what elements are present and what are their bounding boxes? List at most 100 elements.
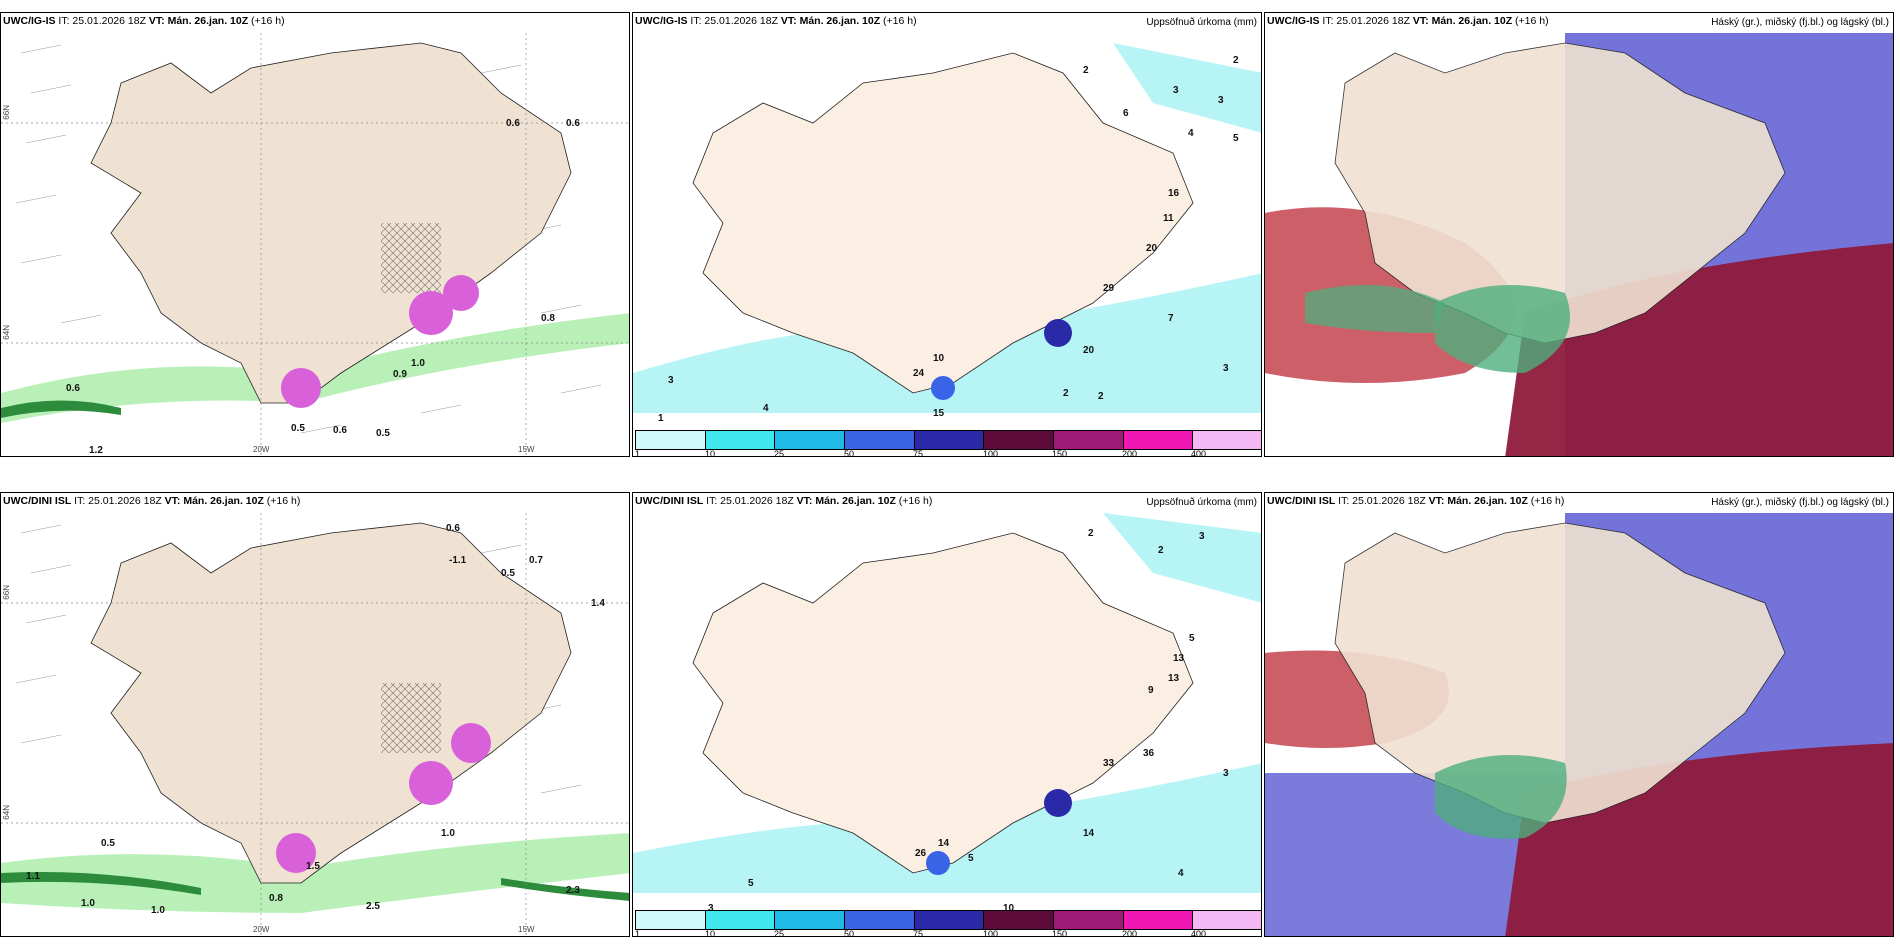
precip-cell xyxy=(443,275,479,311)
panel-subtitle: Uppsöfnuð úrkoma (mm) xyxy=(1146,497,1257,508)
precip-cell xyxy=(926,851,950,875)
legend-tick: 200 xyxy=(1122,449,1138,457)
value-label: 16 xyxy=(1168,188,1180,199)
value-label: 1.0 xyxy=(81,898,95,909)
green-band xyxy=(1,313,629,423)
cloud-area-mid xyxy=(1435,285,1570,373)
panel-precip-igis: UWC/IG-IS IT: 25.01.2026 18Z VT: Mán. 26… xyxy=(632,12,1262,457)
value-label: 0.5 xyxy=(101,838,115,849)
value-label: 0.5 xyxy=(291,423,305,434)
snow-hatch xyxy=(381,683,441,753)
map-wind-precip xyxy=(1,513,629,936)
value-label: 3 xyxy=(1218,95,1224,106)
legend-tick: 200 xyxy=(1122,929,1138,937)
value-label: 1.1 xyxy=(26,871,40,882)
precip-area xyxy=(1103,513,1261,603)
value-label: 7 xyxy=(1168,313,1174,324)
value-label: 2.5 xyxy=(366,901,380,912)
value-label: 26 xyxy=(915,848,927,859)
legend-swatch xyxy=(1123,431,1194,449)
legend-swatch xyxy=(845,911,915,929)
value-label: 0.6 xyxy=(446,523,460,534)
panel-clouds-igis: UWC/IG-IS IT: 25.01.2026 18Z VT: Mán. 26… xyxy=(1264,12,1894,457)
lat-label: 66N xyxy=(2,105,11,120)
panel-wind-precip-igis: UWC/IG-IS IT: 25.01.2026 18Z VT: Mán. 26… xyxy=(0,12,630,457)
value-label: 3 xyxy=(1223,363,1229,374)
value-label: 5 xyxy=(748,878,754,889)
value-label: 36 xyxy=(1143,748,1155,759)
legend-swatch xyxy=(775,911,846,929)
value-label: 0.6 xyxy=(506,118,520,129)
legend-swatch xyxy=(775,431,846,449)
iceland-landmass xyxy=(90,522,572,884)
value-label: 4 xyxy=(1178,868,1184,879)
value-label: 5 xyxy=(1189,633,1195,644)
legend-swatch xyxy=(636,911,706,929)
value-label: 0.6 xyxy=(566,118,580,129)
precip-cell xyxy=(276,833,316,873)
lat-label: 64N xyxy=(2,805,11,820)
value-label: 5 xyxy=(1233,133,1239,144)
legend-swatch xyxy=(914,911,985,929)
map-accumulated-precip xyxy=(633,513,1261,893)
value-label: 1.0 xyxy=(441,828,455,839)
lat-label: 66N xyxy=(2,585,11,600)
map-clouds xyxy=(1265,513,1893,936)
legend-swatch xyxy=(1054,911,1124,929)
precip-cell xyxy=(1044,319,1072,347)
map-clouds xyxy=(1265,33,1893,456)
value-label: 4 xyxy=(763,403,769,414)
precip-area xyxy=(1113,43,1261,133)
cloud-area-mid xyxy=(1305,285,1445,333)
legend-tick: 75 xyxy=(913,929,924,937)
green-band xyxy=(1,833,629,913)
panel-title: UWC/IG-IS IT: 25.01.2026 18Z VT: Mán. 26… xyxy=(1267,15,1549,27)
value-label: 15 xyxy=(933,408,945,419)
legend-tick: 400 xyxy=(1191,449,1207,457)
value-label: 11 xyxy=(1163,213,1174,224)
value-label: 2.3 xyxy=(566,885,580,896)
precip-cell xyxy=(409,761,453,805)
iceland-landmass xyxy=(692,52,1194,394)
legend-swatch xyxy=(705,431,776,449)
panel-title: UWC/IG-IS IT: 25.01.2026 18Z VT: Mán. 26… xyxy=(3,15,285,27)
map-accumulated-precip xyxy=(633,43,1261,413)
precip-cell xyxy=(451,723,491,763)
panel-subtitle: Háský (gr.), miðský (fj.bl.) og lágský (… xyxy=(1711,17,1889,28)
legend-tick: 25 xyxy=(774,449,785,457)
legend-tick: 100 xyxy=(983,449,999,457)
precip-cell xyxy=(1044,789,1072,817)
precip-cell xyxy=(931,376,955,400)
panel-title: UWC/IG-IS IT: 25.01.2026 18Z VT: Mán. 26… xyxy=(635,15,917,27)
map-wind-precip xyxy=(1,33,629,456)
value-label: 3 xyxy=(1173,85,1179,96)
value-label: 20 xyxy=(1083,345,1095,356)
legend-swatch xyxy=(984,911,1055,929)
legend-ticks: 1 10 25 50 75 100 150 200 400 xyxy=(635,929,1261,937)
legend-swatch xyxy=(705,911,776,929)
graticule xyxy=(1,513,629,936)
panel-subtitle: Háský (gr.), miðský (fj.bl.) og lágský (… xyxy=(1711,497,1889,508)
iceland-landmass xyxy=(1334,522,1786,824)
precip-cell xyxy=(409,291,453,335)
cloud-area-mid xyxy=(1435,755,1567,839)
value-label: 4 xyxy=(1188,128,1194,139)
precip-cell xyxy=(281,368,321,408)
value-label: 10 xyxy=(933,353,945,364)
panel-clouds-dini: UWC/DINI ISL IT: 25.01.2026 18Z VT: Mán.… xyxy=(1264,492,1894,937)
iceland-landmass xyxy=(692,532,1194,874)
value-label: 0.6 xyxy=(333,425,347,436)
panel-subtitle: Uppsöfnuð úrkoma (mm) xyxy=(1146,17,1257,28)
iceland-landmass xyxy=(1334,42,1786,344)
panel-title: UWC/DINI ISL IT: 25.01.2026 18Z VT: Mán.… xyxy=(635,495,933,507)
value-label: 0.6 xyxy=(66,383,80,394)
green-band-dark xyxy=(1,872,629,901)
legend-tick: 50 xyxy=(844,929,855,937)
legend-tick: 75 xyxy=(913,449,924,457)
panel-precip-dini: UWC/DINI ISL IT: 25.01.2026 18Z VT: Mán.… xyxy=(632,492,1262,937)
legend-tick: 1 xyxy=(635,449,641,457)
value-label: 2 xyxy=(1098,391,1104,402)
value-label: 2 xyxy=(1063,388,1069,399)
legend-tick: 1 xyxy=(635,929,641,937)
value-label: 14 xyxy=(1083,828,1095,839)
